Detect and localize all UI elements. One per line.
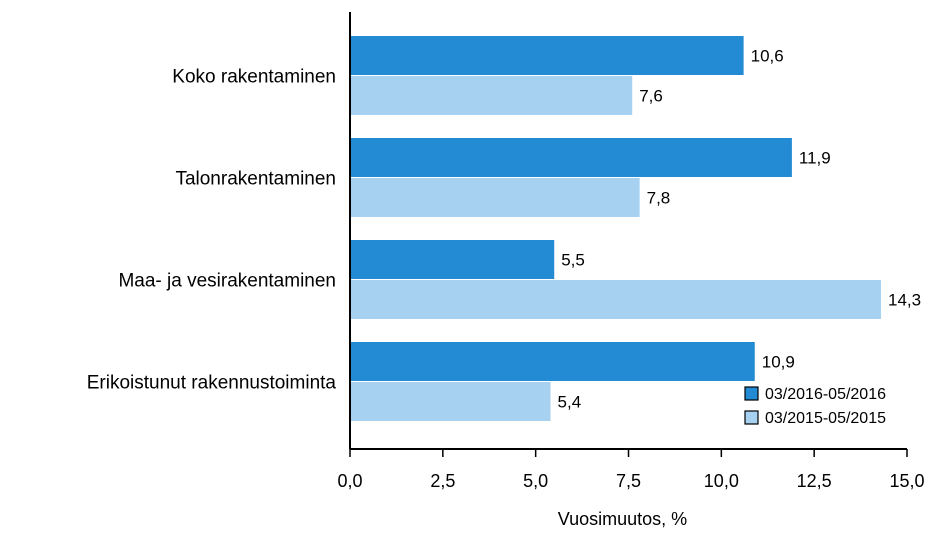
value-label-series1-3: 10,9 (762, 353, 795, 372)
category-label-3: Erikoistunut rakennustoiminta (87, 373, 337, 394)
x-tick-label-3: 7,5 (616, 471, 641, 491)
category-label-1: Talonrakentaminen (175, 169, 336, 190)
category-label-0: Koko rakentaminen (172, 67, 336, 88)
bar-series1-3 (350, 342, 755, 381)
x-tick-label-5: 12,5 (797, 471, 832, 491)
value-label-series2-2: 14,3 (888, 291, 921, 310)
x-tick-label-0: 0,0 (337, 471, 362, 491)
category-label-2: Maa- ja vesirakentaminen (118, 271, 336, 292)
bar-series2-1 (350, 178, 640, 217)
legend-label-series2: 03/2015-05/2015 (765, 410, 886, 427)
value-label-series1-0: 10,6 (751, 47, 784, 66)
bar-series2-3 (350, 382, 551, 421)
x-ticks-group: 0,0 2,5 5,0 7,5 10,0 12,5 15,0 (337, 449, 925, 491)
x-tick-label-1: 2,5 (430, 471, 455, 491)
legend-swatch-series2 (744, 410, 759, 425)
legend: 03/2016-05/2016 03/2015-05/2015 (744, 386, 886, 427)
value-labels-group: 10,6 7,6 11,9 7,8 5,5 14,3 10,9 5,4 (558, 47, 922, 412)
value-label-series1-1: 11,9 (799, 149, 831, 168)
value-label-series2-0: 7,6 (639, 87, 663, 106)
bar-series1-0 (350, 36, 744, 75)
x-axis-title: Vuosimuutos, % (558, 509, 687, 529)
bars-group (350, 36, 882, 421)
legend-label-series1: 03/2016-05/2016 (765, 386, 886, 403)
bar-series2-2 (350, 280, 882, 319)
legend-swatch-series1 (744, 386, 759, 401)
value-label-series2-3: 5,4 (558, 393, 582, 412)
x-tick-label-6: 15,0 (889, 471, 924, 491)
value-label-series2-1: 7,8 (647, 189, 671, 208)
x-tick-label-4: 10,0 (704, 471, 739, 491)
category-labels-group: Koko rakentaminen Talonrakentaminen Maa- j… (87, 67, 337, 394)
bar-series1-2 (350, 240, 555, 279)
bar-series2-0 (350, 76, 633, 115)
x-tick-label-2: 5,0 (523, 471, 548, 491)
value-label-series1-2: 5,5 (561, 251, 585, 270)
bar-series1-1 (350, 138, 792, 177)
